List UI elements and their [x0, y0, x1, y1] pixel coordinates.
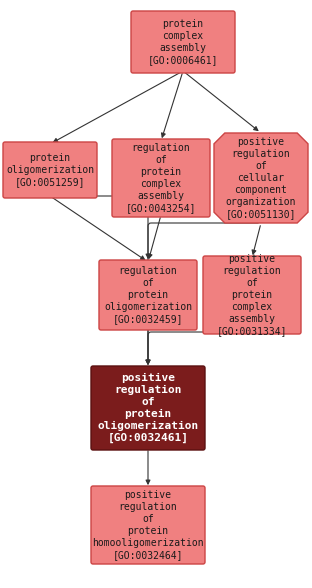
Text: protein
oligomerization
[GO:0051259]: protein oligomerization [GO:0051259] — [6, 153, 94, 187]
Text: positive
regulation
of
protein
complex
assembly
[GO:0031334]: positive regulation of protein complex a… — [217, 254, 287, 336]
Text: regulation
of
protein
complex
assembly
[GO:0043254]: regulation of protein complex assembly [… — [126, 143, 196, 213]
Text: positive
regulation
of
protein
homooligomerization
[GO:0032464]: positive regulation of protein homooligo… — [92, 490, 204, 560]
FancyBboxPatch shape — [131, 11, 235, 73]
Text: protein
complex
assembly
[GO:0006461]: protein complex assembly [GO:0006461] — [148, 19, 218, 65]
Text: positive
regulation
of
cellular
component
organization
[GO:0051130]: positive regulation of cellular componen… — [226, 137, 296, 219]
Text: regulation
of
protein
oligomerization
[GO:0032459]: regulation of protein oligomerization [G… — [104, 266, 192, 324]
FancyBboxPatch shape — [91, 366, 205, 450]
FancyBboxPatch shape — [203, 256, 301, 334]
FancyBboxPatch shape — [112, 139, 210, 217]
FancyBboxPatch shape — [91, 486, 205, 564]
Polygon shape — [214, 133, 308, 223]
FancyBboxPatch shape — [3, 142, 97, 198]
Text: positive
regulation
of
protein
oligomerization
[GO:0032461]: positive regulation of protein oligomeri… — [97, 373, 199, 443]
FancyBboxPatch shape — [99, 260, 197, 330]
